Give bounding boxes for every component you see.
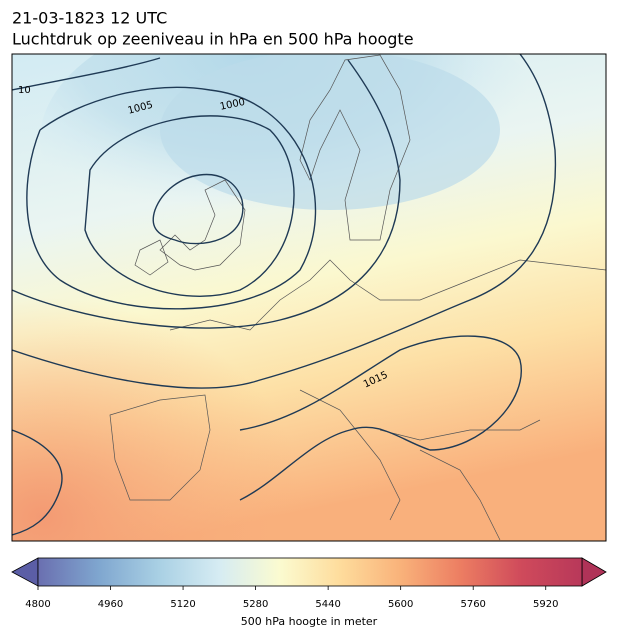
- colorbar-extend-high: [581, 557, 607, 587]
- colorbar-tick-label: 4960: [98, 599, 123, 610]
- contour-label: 10: [18, 85, 31, 96]
- colorbar-body: [37, 557, 583, 587]
- isobars: [12, 54, 557, 536]
- colorbar-tick-label: 5600: [388, 599, 413, 610]
- colorbar-extend-low: [11, 557, 39, 587]
- colorbar-tick-label: 5280: [243, 599, 268, 610]
- colorbar-tick-label: 5760: [460, 599, 485, 610]
- colorbar-tick-label: 5920: [533, 599, 558, 610]
- coastlines: [109, 54, 606, 541]
- map: 10 1005 1000 1015: [12, 54, 606, 541]
- colorbar-label: 500 hPa hoogte in meter: [241, 615, 378, 628]
- colorbar-tick-label: 4800: [25, 599, 50, 610]
- map-frame: [11, 53, 607, 542]
- contour-label: 1000: [219, 97, 246, 113]
- subtitle: Luchtdruk op zeeniveau in hPa en 500 hPa…: [12, 30, 414, 49]
- colorbar: [11, 557, 607, 587]
- colorbar-tick-label: 5440: [315, 599, 340, 610]
- colorbar-tick-label: 5120: [170, 599, 195, 610]
- title: 21-03-1823 12 UTC: [12, 9, 167, 28]
